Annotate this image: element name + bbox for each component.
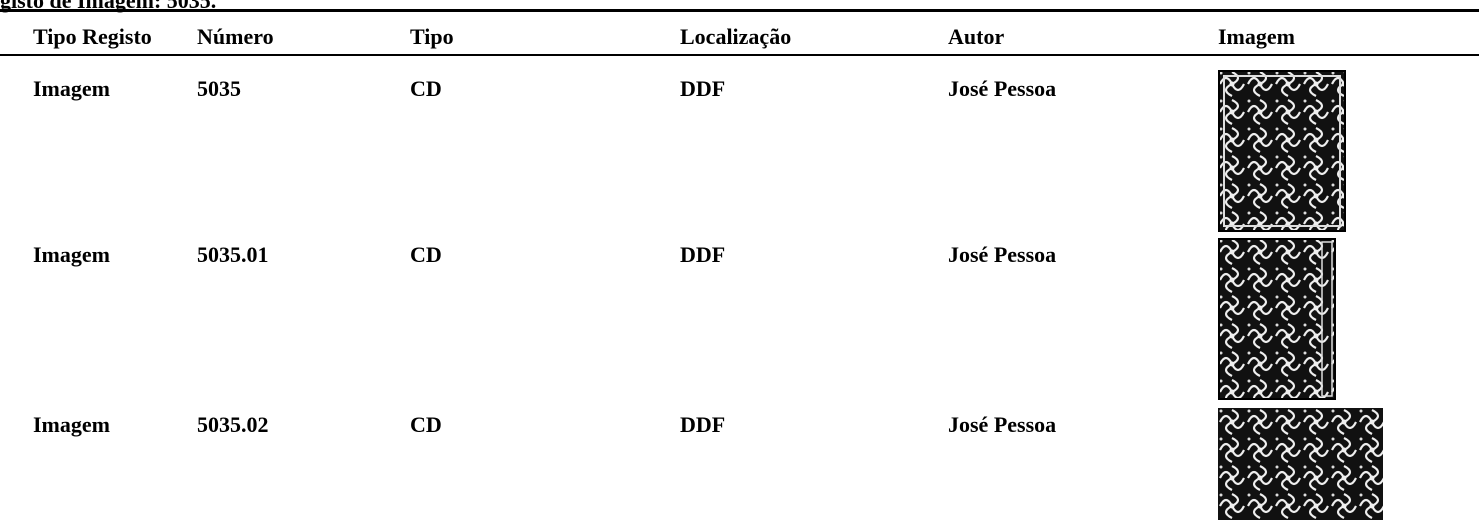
column-header: Tipo <box>410 24 454 49</box>
table-cell: DDF <box>680 242 726 267</box>
table-cell: 5035 <box>197 76 241 101</box>
ornament-image <box>1218 238 1336 400</box>
table-cell: José Pessoa <box>948 242 1057 267</box>
table-cell: Imagem <box>33 76 110 101</box>
rule <box>0 54 1479 56</box>
table-cell: DDF <box>680 76 726 101</box>
column-header: Tipo Registo <box>33 24 152 49</box>
table-cell: José Pessoa <box>948 76 1057 101</box>
table-cell: Imagem <box>33 412 110 437</box>
table-cell: 5035.01 <box>197 242 269 267</box>
table-cell: CD <box>410 242 442 267</box>
column-header: Autor <box>948 24 1005 49</box>
table-cell: CD <box>410 412 442 437</box>
column-header: Número <box>197 24 274 49</box>
table-cell: José Pessoa <box>948 412 1057 437</box>
ornament-image <box>1218 70 1346 232</box>
table-cell: Imagem <box>33 242 110 267</box>
table-cell: CD <box>410 76 442 101</box>
table-cell: DDF <box>680 412 726 437</box>
ornament-image <box>1218 408 1383 520</box>
column-header: Imagem <box>1218 24 1295 49</box>
column-header: Localização <box>680 24 792 49</box>
rule <box>0 9 1479 12</box>
table-cell: 5035.02 <box>197 412 269 437</box>
